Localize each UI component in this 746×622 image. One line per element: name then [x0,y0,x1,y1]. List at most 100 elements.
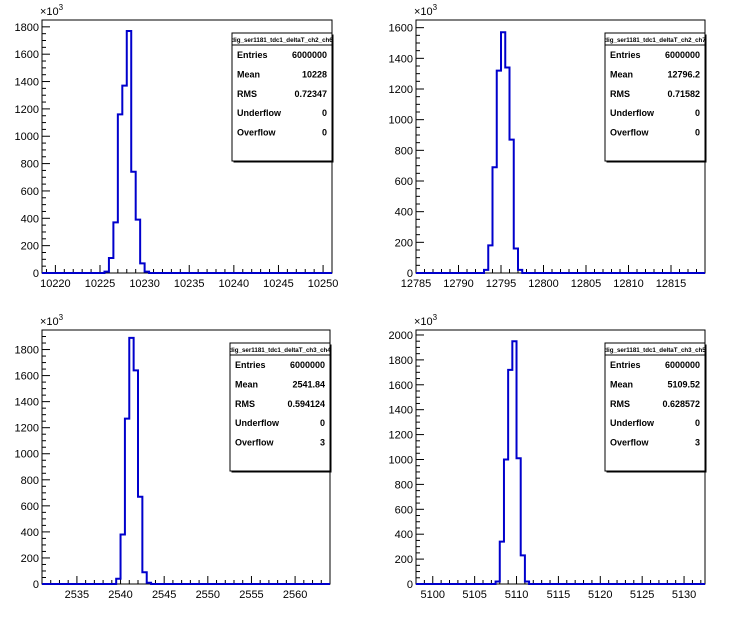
y-tick-label: 800 [395,145,413,157]
y-tick-label: 400 [21,213,39,225]
stats-value: 2541.84 [292,379,325,389]
x-tick-label: 12810 [613,278,644,290]
stats-label: Entries [610,50,641,60]
stats-box-frame [231,32,333,162]
exponent-base: ×10 [414,316,433,328]
x-tick-label: 10250 [308,278,339,290]
stats-value: 3 [695,438,700,448]
y-tick-label: 1800 [15,345,39,357]
y-tick-label: 600 [21,501,39,513]
stats-label: Mean [610,69,633,79]
stats-box-frame [229,342,331,472]
x-tick-label: 5125 [630,589,654,601]
x-tick-label: 10245 [263,278,294,290]
x-tick-label: 2540 [108,589,132,601]
stats-value: 0.72347 [294,89,327,99]
exponent-power: 3 [433,3,438,12]
stats-value: 0 [322,108,327,118]
x-tick-label: 10240 [219,278,250,290]
x-tick-label: 2545 [152,589,176,601]
y-tick-label: 1000 [15,449,39,461]
histogram-panel: 0 200 400 600 800 1000 1200 1400 1600 1800 2535 254… [15,313,332,601]
y-tick-label: 400 [395,207,413,219]
x-tick-label: 2535 [65,589,89,601]
stats-label: Overflow [610,438,650,448]
stats-value: 12796.2 [667,69,700,79]
histogram-outline [416,340,705,585]
y-tick-label: 1400 [15,397,39,409]
stats-box: dig_ser1181_tdc1_deltaT_ch3_ch5 Entries 60… [604,342,707,473]
stats-label: Underflow [235,418,280,428]
x-tick-label: 2550 [196,589,220,601]
x-tick-label: 10225 [85,278,116,290]
stats-label: Underflow [610,108,655,118]
axis-exponent-label: ×103 [414,3,438,18]
stats-label: RMS [237,89,257,99]
histogram-panel: 0 200 400 600 800 1000 1200 1400 1600 1800 2000 510… [389,313,707,601]
y-tick-label: 1600 [15,371,39,383]
stats-label: RMS [610,89,630,99]
stats-label: RMS [235,399,255,409]
stats-value: 6000000 [292,50,327,60]
x-tick-label: 5105 [462,589,486,601]
x-tick-label: 12805 [571,278,602,290]
stats-value: 0 [320,418,325,428]
axis-exponent-label: ×103 [40,313,64,328]
stats-value: 0.628572 [662,399,700,409]
stats-box-frame [604,342,706,472]
stats-label: Mean [237,69,260,79]
y-tick-label: 1600 [389,380,413,392]
y-tick-label: 2000 [389,330,413,342]
histogram-outline [42,29,332,274]
y-tick-label: 1800 [389,355,413,367]
y-tick-label: 1200 [15,104,39,116]
histogram-panel: 0 200 400 600 800 1000 1200 1400 1600 12785 12790 1… [389,3,707,290]
stats-value: 0 [695,128,700,138]
stats-label: Overflow [237,128,277,138]
x-tick-label: 12815 [656,278,687,290]
stats-label: Mean [235,379,258,389]
y-tick-label: 600 [395,176,413,188]
y-tick-label: 600 [21,186,39,198]
y-tick-label: 0 [33,579,39,591]
y-tick-label: 0 [407,268,413,280]
exponent-base: ×10 [414,6,433,18]
y-tick-label: 1200 [389,84,413,96]
stats-value: 10228 [302,69,327,79]
axis-exponent-label: ×103 [414,313,438,328]
stats-title: dig_ser1181_tdc1_deltaT_ch3_ch4 [229,347,331,354]
y-tick-label: 1000 [15,131,39,143]
stats-title: dig_ser1181_tdc1_deltaT_ch2_ch7 [604,37,706,44]
stats-label: RMS [610,399,630,409]
x-tick-label: 12790 [443,278,474,290]
x-tick-label: 10230 [129,278,160,290]
x-tick-label: 5120 [588,589,612,601]
stats-value: 0 [322,128,327,138]
stats-label: Mean [610,379,633,389]
y-tick-label: 1000 [389,115,413,127]
histogram-outline [416,31,705,274]
y-tick-label: 1200 [389,430,413,442]
x-tick-label: 12785 [401,278,432,290]
stats-box: dig_ser1181_tdc1_deltaT_ch2_ch7 Entries 60… [604,32,707,163]
stats-value: 3 [320,438,325,448]
y-tick-label: 0 [33,268,39,280]
y-tick-label: 1200 [15,423,39,435]
stats-value: 6000000 [665,50,700,60]
y-tick-label: 200 [395,554,413,566]
y-tick-label: 1600 [389,23,413,35]
stats-value: 6000000 [290,360,325,370]
exponent-power: 3 [433,313,438,322]
y-tick-label: 600 [395,504,413,516]
stats-label: Entries [237,50,268,60]
stats-box: dig_ser1181_tdc1_deltaT_ch2_ch6 Entries 60… [231,32,334,163]
exponent-power: 3 [59,3,64,12]
y-tick-label: 1600 [15,49,39,61]
x-tick-label: 2555 [239,589,263,601]
stats-label: Entries [235,360,266,370]
stats-label: Overflow [235,438,275,448]
stats-value: 6000000 [665,360,700,370]
y-tick-label: 1400 [389,405,413,417]
exponent-power: 3 [59,313,64,322]
x-tick-label: 5115 [547,589,571,601]
